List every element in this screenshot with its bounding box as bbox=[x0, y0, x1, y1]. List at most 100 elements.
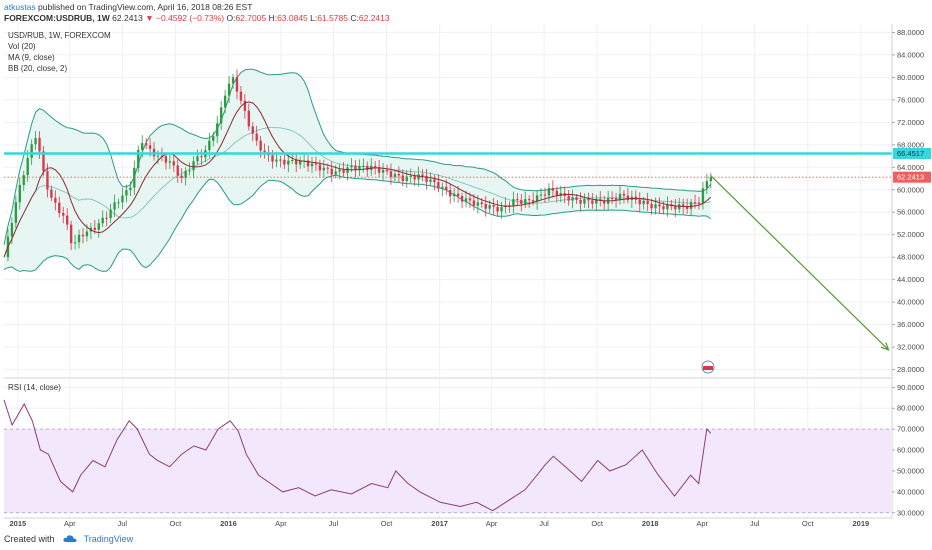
candle-body bbox=[571, 197, 574, 201]
candle-body bbox=[701, 188, 705, 203]
candle-body bbox=[681, 204, 685, 207]
candle-body bbox=[144, 143, 148, 146]
candle-body bbox=[97, 223, 100, 230]
price-axis-label: 28.0000 bbox=[897, 365, 924, 374]
candle-body bbox=[188, 170, 191, 172]
candle-body bbox=[705, 181, 709, 189]
forecast-arrow-head bbox=[880, 342, 890, 351]
candle-body bbox=[137, 149, 140, 168]
candle-body bbox=[306, 160, 310, 167]
indicator-symbol-label[interactable]: USD/RUB, 1W, FOREXCOM bbox=[8, 31, 111, 40]
candle-body bbox=[429, 179, 432, 182]
price-axis-label: 32.0000 bbox=[897, 343, 924, 352]
rsi-axis-label: 60.0000 bbox=[897, 446, 924, 455]
candle-body bbox=[638, 199, 641, 205]
candle-body bbox=[148, 145, 152, 149]
time-axis-label: 2015 bbox=[10, 519, 27, 528]
candle-body bbox=[389, 171, 393, 177]
candle-body bbox=[452, 193, 456, 197]
candle-body bbox=[279, 159, 282, 161]
candle-body bbox=[50, 189, 53, 198]
time-axis-label: Oct bbox=[170, 519, 183, 528]
price-change: ▼ −0.4592 (−0.73%) bbox=[145, 13, 225, 23]
candle-body bbox=[54, 197, 57, 203]
candle-body bbox=[492, 205, 495, 207]
candle-body bbox=[393, 173, 397, 177]
candle-body bbox=[10, 223, 14, 237]
candle-body bbox=[46, 171, 49, 190]
candle-body bbox=[405, 176, 408, 181]
time-axis-label: Jul bbox=[117, 519, 127, 528]
author-link[interactable]: atkustas bbox=[4, 2, 36, 12]
candle-body bbox=[445, 186, 448, 191]
candle-body bbox=[697, 202, 701, 204]
us-flag-icon-stripe bbox=[703, 366, 713, 370]
candle-body bbox=[674, 206, 677, 210]
candle-body bbox=[433, 179, 436, 183]
candle-body bbox=[180, 175, 183, 178]
time-axis-label: Jul bbox=[750, 519, 760, 528]
candle-body bbox=[650, 203, 653, 209]
candle-body bbox=[81, 234, 85, 237]
candle-body bbox=[587, 198, 590, 201]
candle-body bbox=[603, 200, 606, 204]
candle-body bbox=[117, 202, 120, 204]
candle-body bbox=[326, 167, 329, 169]
candle-body bbox=[156, 155, 160, 157]
candle-body bbox=[512, 199, 515, 207]
candle-body bbox=[200, 156, 203, 158]
candle-body bbox=[227, 83, 231, 96]
candle-body bbox=[488, 205, 491, 209]
candle-body bbox=[520, 200, 523, 204]
ohlc-high-label: H: bbox=[268, 13, 278, 23]
indicator-volume-label[interactable]: Vol (20) bbox=[8, 42, 36, 51]
time-axis-label: 2017 bbox=[431, 519, 448, 528]
candle-body bbox=[551, 188, 555, 191]
candle-body bbox=[362, 165, 365, 167]
candle-body bbox=[196, 156, 199, 162]
candle-body bbox=[172, 161, 175, 166]
price-axis-label: 80.0000 bbox=[897, 73, 924, 82]
candle-body bbox=[441, 186, 444, 189]
candle-body bbox=[373, 165, 377, 168]
candle-body bbox=[77, 234, 81, 243]
candle-body bbox=[476, 202, 480, 206]
candle-body bbox=[622, 193, 626, 196]
indicator-ma-label[interactable]: MA (9, close) bbox=[8, 53, 55, 62]
candle-body bbox=[547, 188, 551, 196]
candle-body bbox=[219, 107, 223, 124]
candle-body bbox=[591, 200, 594, 204]
candle-body bbox=[500, 207, 503, 212]
footer-brand-link[interactable]: TradingView bbox=[83, 534, 134, 544]
candle-body bbox=[381, 169, 385, 173]
ohlc-low-value: 61.5785 bbox=[317, 13, 348, 23]
candle-body bbox=[73, 242, 77, 244]
price-axis-label: 52.0000 bbox=[897, 230, 924, 239]
candle-body bbox=[642, 200, 645, 205]
candle-body bbox=[417, 174, 420, 180]
candle-body bbox=[259, 140, 262, 151]
price-axis-label: 88.0000 bbox=[897, 28, 924, 37]
rsi-band bbox=[4, 429, 892, 513]
price-axis-label: 36.0000 bbox=[897, 320, 924, 329]
indicator-rsi-label[interactable]: RSI (14, close) bbox=[8, 383, 61, 392]
candle-body bbox=[184, 171, 187, 178]
indicator-bb-label[interactable]: BB (20, close, 2) bbox=[8, 64, 68, 73]
rsi-axis-label: 40.0000 bbox=[897, 487, 924, 496]
candle-body bbox=[401, 175, 405, 181]
candle-body bbox=[141, 143, 144, 150]
candle-body bbox=[192, 161, 195, 171]
bollinger-basis-line bbox=[3, 127, 711, 258]
rsi-axis-label: 50.0000 bbox=[897, 466, 924, 475]
candle-body bbox=[18, 184, 21, 203]
candle-body bbox=[658, 204, 661, 207]
candle-body bbox=[610, 198, 614, 200]
horizontal-line-price-label: 66.4517 bbox=[897, 149, 924, 158]
candle-body bbox=[121, 195, 124, 203]
candle-body bbox=[101, 217, 104, 224]
time-axis-label: Oct bbox=[381, 519, 394, 528]
price-axis-label: 40.0000 bbox=[897, 298, 924, 307]
ohlc-open-label: O: bbox=[226, 13, 236, 23]
candle-body bbox=[555, 190, 559, 196]
